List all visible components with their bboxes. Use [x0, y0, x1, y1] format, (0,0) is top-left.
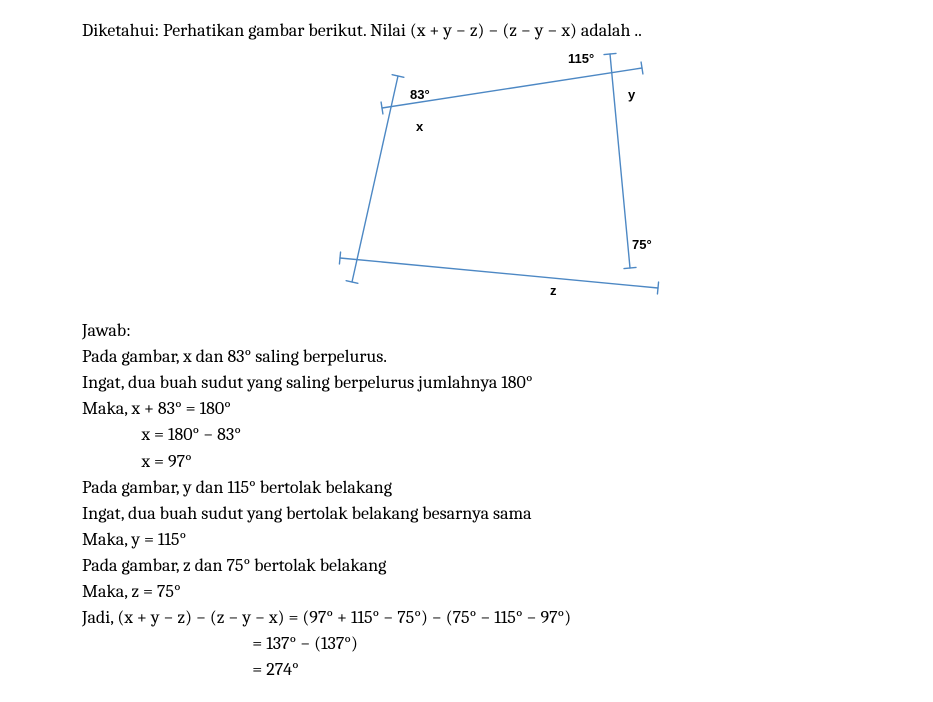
l11: Jadi, (x + y − z) − (z − y − x) = (97° +…: [82, 605, 933, 631]
l9: Pada gambar, z dan 75° bertolak belakang: [82, 553, 933, 579]
l13: = 274°: [82, 657, 933, 683]
angle-label-83: 83°: [410, 86, 430, 105]
angle-label-z: z: [550, 282, 557, 301]
l2: Ingat, dua buah sudut yang saling berpel…: [82, 370, 933, 396]
angle-label-115: 115°: [568, 50, 594, 69]
angle-label-y: y: [628, 86, 635, 105]
angle-label-x: x: [416, 118, 423, 137]
l4: x = 180° − 83°: [82, 422, 933, 448]
figure-svg: [82, 50, 852, 310]
l6: Pada gambar, y dan 115° bertolak belakan…: [82, 475, 933, 501]
l10: Maka, z = 75°: [82, 579, 933, 605]
angle-label-75: 75°: [632, 236, 652, 255]
l1: Pada gambar, x dan 83° saling berpelurus…: [82, 344, 933, 370]
l5: x = 97°: [82, 449, 933, 475]
l0: Jawab:: [82, 318, 933, 344]
l3: Maka, x + 83° = 180°: [82, 396, 933, 422]
figure-region: 115° 83° y x 75° z: [82, 50, 852, 310]
question-text: Diketahui: Perhatikan gambar berikut. Ni…: [82, 18, 933, 44]
l7: Ingat, dua buah sudut yang bertolak bela…: [82, 501, 933, 527]
l12: = 137° − (137°): [82, 631, 933, 657]
l8: Maka, y = 115°: [82, 527, 933, 553]
